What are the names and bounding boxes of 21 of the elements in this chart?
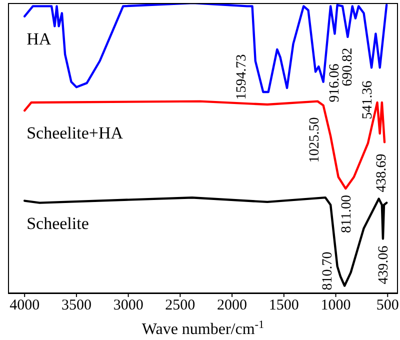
annotation: 811.00 <box>340 195 354 233</box>
annotation: 438.69 <box>374 154 390 192</box>
series-label: Scheelite <box>26 214 89 233</box>
x-tick-label: 4000 <box>10 298 40 314</box>
annotation: 810.70 <box>320 252 336 290</box>
annotation: 1025.50 <box>308 117 322 163</box>
series-label: HA <box>26 29 52 48</box>
x-tick-label: 500 <box>376 298 399 314</box>
x-tick-label: 1000 <box>320 298 351 314</box>
annotation: 916.06 <box>328 64 342 102</box>
x-tick-label: 3000 <box>113 298 144 314</box>
x-axis-title: Wave number/cm$^{-1}$ <box>142 319 264 338</box>
x-tick-label: 1500 <box>268 298 299 314</box>
annotation: 690.82 <box>340 48 356 86</box>
annotation: 439.06 <box>376 246 392 284</box>
x-tick-label: 2500 <box>165 298 196 314</box>
x-tick-label: 2000 <box>217 298 248 314</box>
series-label: Scheelite+HA <box>26 124 124 143</box>
x-tick-label: 3500 <box>61 298 92 314</box>
annotation: 1594.73 <box>234 54 250 100</box>
annotation: 541.36 <box>360 80 376 120</box>
